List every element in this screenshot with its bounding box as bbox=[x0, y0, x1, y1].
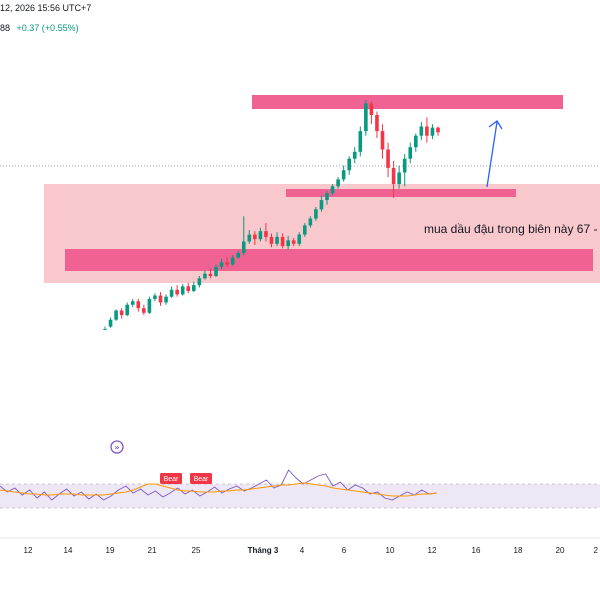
svg-text:Bear: Bear bbox=[164, 476, 179, 483]
change-value: +0.37 (+0.55%) bbox=[16, 23, 79, 33]
x-tick-label: 14 bbox=[64, 546, 73, 555]
candles-group bbox=[103, 100, 440, 330]
candle-body bbox=[347, 158, 351, 171]
candle-body bbox=[402, 158, 407, 173]
candle-body bbox=[175, 289, 179, 295]
x-tick-label: Tháng 3 bbox=[248, 546, 279, 555]
candle-body bbox=[147, 299, 152, 313]
candle-body bbox=[208, 273, 213, 276]
candle-body bbox=[153, 295, 157, 299]
candle-body bbox=[214, 266, 218, 276]
candle-body bbox=[158, 295, 163, 303]
mid-band bbox=[286, 189, 516, 197]
candle-body bbox=[308, 218, 313, 226]
candle-body bbox=[253, 234, 257, 240]
candle-body bbox=[380, 131, 385, 150]
x-tick-label: 10 bbox=[386, 546, 395, 555]
x-tick-label: 25 bbox=[192, 546, 201, 555]
candle-body bbox=[103, 328, 107, 330]
x-tick-label: 16 bbox=[472, 546, 481, 555]
candle-body bbox=[269, 236, 274, 244]
x-tick-label: 18 bbox=[514, 546, 523, 555]
candle-body bbox=[408, 147, 413, 159]
candle-body bbox=[425, 126, 429, 136]
candle-body bbox=[108, 319, 113, 327]
bear-signal: Bear bbox=[190, 473, 212, 484]
candle-body bbox=[169, 289, 174, 297]
candle-body bbox=[436, 127, 440, 133]
candle-body bbox=[275, 236, 279, 244]
candle-body bbox=[241, 241, 246, 253]
chart-datetime: 12, 2026 15:56 UTC+7 bbox=[0, 3, 92, 13]
candle-body bbox=[225, 262, 229, 265]
candle-body bbox=[180, 286, 185, 295]
svg-text:»: » bbox=[114, 443, 119, 452]
candle-body bbox=[125, 304, 129, 316]
rsi-pane[interactable]: Bear Bear bbox=[0, 469, 600, 509]
candle-body bbox=[414, 135, 418, 148]
x-axis[interactable]: 12 14 19 21 25 Tháng 3 4 6 10 12 16 18 20 2 bbox=[24, 546, 599, 555]
candle-body bbox=[330, 186, 335, 194]
candle-body bbox=[358, 131, 363, 152]
rsi-ma-line bbox=[0, 482, 437, 497]
candle-body bbox=[114, 310, 118, 320]
rsi-band bbox=[0, 484, 600, 508]
candle-body bbox=[336, 179, 340, 187]
candle-body bbox=[236, 253, 240, 258]
candle-body bbox=[352, 151, 357, 159]
candle-body bbox=[264, 231, 268, 237]
candle-body bbox=[325, 193, 329, 201]
candle-body bbox=[203, 273, 207, 279]
candle-body bbox=[341, 170, 346, 180]
candle-body bbox=[430, 127, 435, 136]
candle-body bbox=[197, 278, 202, 286]
rsi-line bbox=[0, 469, 437, 501]
candle-body bbox=[319, 200, 324, 210]
candle-body bbox=[247, 234, 252, 242]
resistance-band bbox=[252, 95, 563, 109]
x-tick-label: 4 bbox=[300, 546, 305, 555]
candle-body bbox=[375, 115, 379, 132]
candle-body bbox=[314, 209, 318, 219]
x-tick-label: 2 bbox=[594, 546, 599, 555]
x-tick-label: 12 bbox=[24, 546, 33, 555]
candle-body bbox=[219, 262, 224, 267]
bear-signal: Bear bbox=[160, 473, 182, 484]
double-chevron-icon[interactable]: » bbox=[110, 440, 124, 454]
candle-body bbox=[258, 231, 263, 240]
svg-text:Bear: Bear bbox=[194, 476, 209, 483]
candle-body bbox=[419, 126, 424, 136]
candle-body bbox=[230, 257, 235, 265]
candle-body bbox=[142, 308, 146, 313]
candle-body bbox=[297, 234, 302, 244]
candle-body bbox=[364, 103, 368, 132]
candle-body bbox=[303, 225, 307, 235]
candle-body bbox=[386, 149, 390, 168]
x-tick-label: 12 bbox=[428, 546, 437, 555]
projection-arrow-icon bbox=[486, 120, 503, 188]
x-tick-label: 21 bbox=[148, 546, 157, 555]
candle-body bbox=[192, 285, 196, 291]
candle-body bbox=[280, 236, 285, 247]
x-tick-label: 19 bbox=[106, 546, 115, 555]
candle-body bbox=[136, 301, 141, 309]
support-band bbox=[65, 249, 593, 271]
x-tick-label: 20 bbox=[556, 546, 565, 555]
price-change: 88 +0.37 (+0.55%) bbox=[0, 23, 79, 33]
candle-body bbox=[291, 240, 296, 244]
candle-body bbox=[286, 240, 290, 247]
candle-body bbox=[186, 286, 191, 291]
x-tick-label: 6 bbox=[342, 546, 347, 555]
candle-body bbox=[391, 167, 396, 184]
candle-body bbox=[369, 103, 374, 115]
candle-body bbox=[397, 172, 401, 184]
candle-body bbox=[130, 301, 135, 305]
last-price: 88 bbox=[0, 23, 11, 33]
annotation-text: mua dầu đậu trong biên này 67 - bbox=[424, 222, 598, 236]
candle-body bbox=[164, 296, 168, 303]
candle-body bbox=[119, 310, 124, 316]
